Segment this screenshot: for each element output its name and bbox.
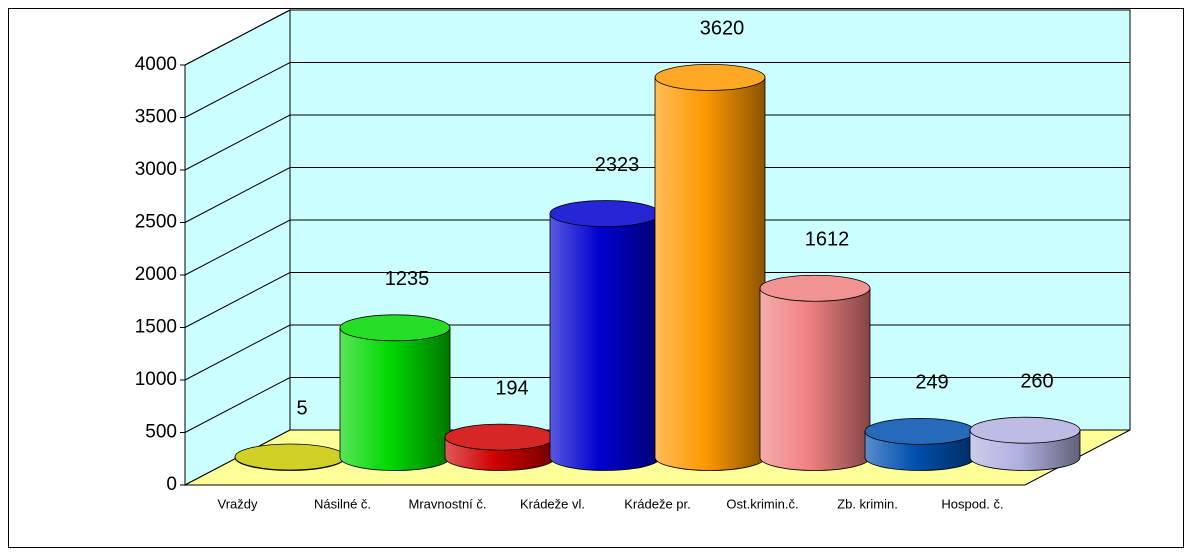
y-tick-label: 1000: [135, 369, 177, 390]
x-tick-label: Krádeže pr.: [624, 496, 691, 511]
x-tick-label: Násilné č.: [314, 496, 371, 511]
x-tick-label: Krádeže vl.: [520, 496, 585, 511]
y-tick-label: 0: [166, 474, 177, 495]
y-tick-label: 3500: [135, 107, 177, 128]
bar-top: [759, 274, 871, 302]
bar: [339, 327, 451, 471]
x-tick-label: Ost.krimin.č.: [726, 496, 798, 511]
data-label: 194: [495, 377, 528, 399]
grid-line: [184, 114, 1130, 171]
bar: [549, 213, 661, 471]
x-tick-label: Hospod. č.: [941, 496, 1003, 511]
bar-top: [339, 314, 451, 342]
x-tick-label: Vraždy: [218, 496, 258, 511]
x-tick-label: Zb. krimin.: [837, 496, 898, 511]
bar: [654, 77, 766, 471]
bar-top: [864, 417, 976, 445]
y-tick-label: 500: [145, 422, 177, 443]
data-label: 1612: [805, 229, 850, 251]
bar-top: [234, 443, 346, 471]
data-label: 3620: [700, 18, 745, 40]
data-label: 2323: [595, 154, 640, 176]
grid-line: [184, 219, 1130, 276]
grid-line: [184, 167, 1130, 223]
y-tick-label: 3000: [135, 159, 177, 180]
y-tick-label: 2000: [135, 264, 177, 285]
bar-top: [444, 423, 556, 451]
grid-line: [184, 62, 1130, 118]
y-tick-label: 1500: [135, 317, 177, 338]
y-tick-label: 2500: [135, 212, 177, 233]
grid-line: [184, 9, 1130, 66]
data-label: 5: [296, 397, 307, 419]
y-tick-label: 4000: [135, 54, 177, 75]
bar: [759, 287, 871, 471]
x-tick-label: Mravnostní č.: [408, 496, 486, 511]
grid-line: [184, 272, 1130, 328]
bar-top: [654, 64, 766, 91]
data-label: 249: [915, 372, 948, 394]
data-label: 1235: [385, 268, 430, 290]
bar-top: [549, 200, 661, 227]
bar-top: [969, 416, 1081, 444]
data-label: 260: [1020, 370, 1053, 392]
